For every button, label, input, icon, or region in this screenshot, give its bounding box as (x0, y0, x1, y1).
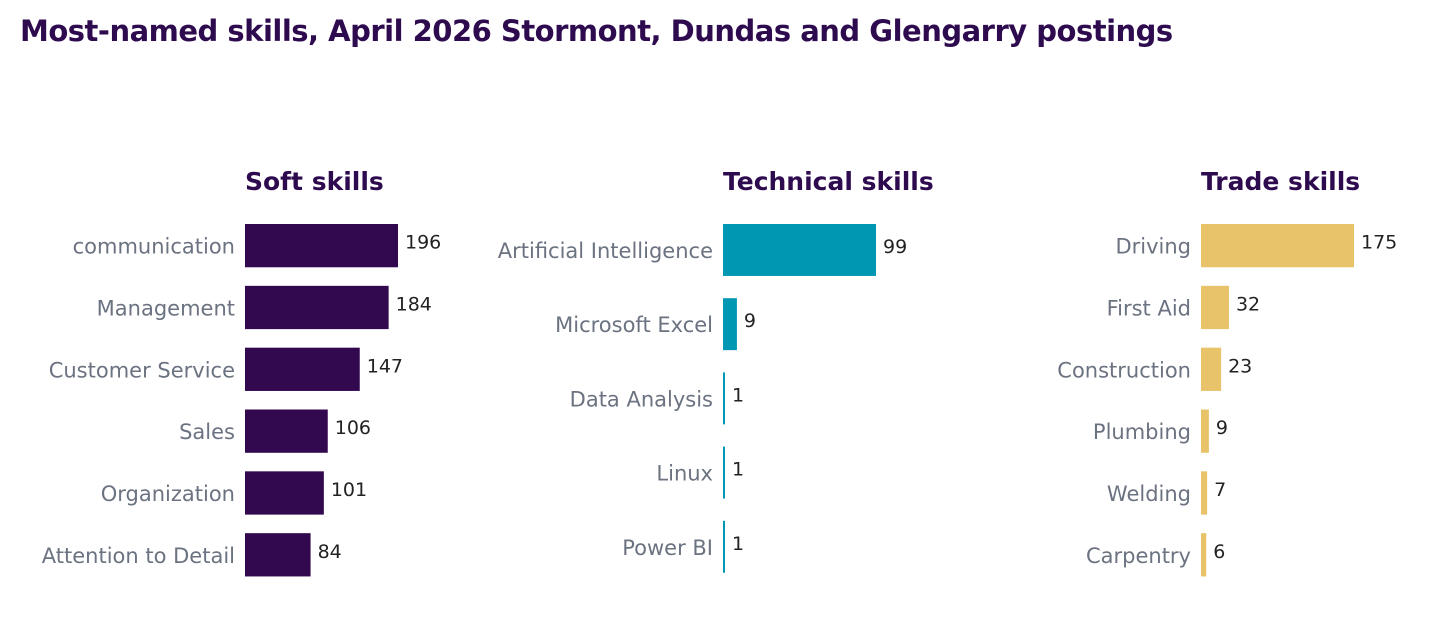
value-label: 1 (732, 384, 744, 406)
chart-panel: Trade skills Driving 175 First Aid 32 Constru… (1057, 167, 1397, 577)
bar (245, 347, 360, 391)
category-label: Organization (101, 482, 235, 506)
value-label: 106 (335, 417, 371, 439)
value-label: 7 (1214, 479, 1226, 501)
value-label: 6 (1213, 541, 1225, 563)
category-label: Construction (1057, 358, 1191, 382)
bar (1201, 224, 1354, 268)
panel-title: Technical skills (723, 167, 934, 196)
bar (245, 224, 398, 268)
category-label: Customer Service (49, 358, 235, 382)
chart-panel: Technical skills Artificial Intelligence 9… (498, 167, 934, 573)
category-label: Welding (1107, 482, 1191, 506)
value-label: 1 (732, 459, 744, 481)
bar (245, 471, 324, 515)
value-label: 196 (405, 232, 441, 254)
category-label: Attention to Detail (42, 544, 235, 568)
bar (723, 298, 737, 351)
category-label: Power BI (622, 536, 713, 560)
value-label: 84 (318, 541, 342, 563)
category-label: communication (73, 235, 235, 259)
category-label: Sales (179, 420, 235, 444)
bar (245, 409, 328, 453)
value-label: 32 (1236, 293, 1260, 315)
value-label: 99 (883, 236, 907, 258)
category-label: First Aid (1107, 296, 1191, 320)
bar (245, 285, 389, 330)
chart-title: Most-named skills, April 2026 Stormont, … (20, 14, 1173, 48)
value-label: 23 (1228, 355, 1252, 377)
category-label: Data Analysis (570, 387, 713, 411)
value-label: 9 (744, 310, 756, 332)
value-label: 1 (732, 533, 744, 555)
bar (1201, 471, 1208, 515)
value-label: 9 (1216, 417, 1228, 439)
bar (723, 224, 876, 276)
bar (723, 520, 725, 573)
bar (1201, 285, 1229, 330)
category-label: Artificial Intelligence (498, 239, 713, 263)
chart-panel: Soft skills communication 196 Management 184… (42, 167, 441, 577)
bar (1201, 347, 1222, 391)
value-label: 101 (331, 479, 367, 501)
category-label: Microsoft Excel (555, 313, 713, 337)
category-label: Carpentry (1086, 544, 1191, 568)
bar (1201, 409, 1209, 453)
value-label: 184 (396, 293, 432, 315)
bar (1201, 533, 1207, 577)
category-label: Management (97, 296, 235, 320)
category-label: Driving (1115, 235, 1191, 259)
category-label: Plumbing (1093, 420, 1191, 444)
value-label: 175 (1361, 232, 1397, 254)
panel-title: Trade skills (1201, 167, 1360, 196)
category-label: Linux (656, 462, 713, 486)
value-label: 147 (367, 355, 403, 377)
bar (245, 533, 311, 577)
bar (723, 446, 725, 499)
panel-title: Soft skills (245, 167, 384, 196)
bar (723, 372, 725, 425)
